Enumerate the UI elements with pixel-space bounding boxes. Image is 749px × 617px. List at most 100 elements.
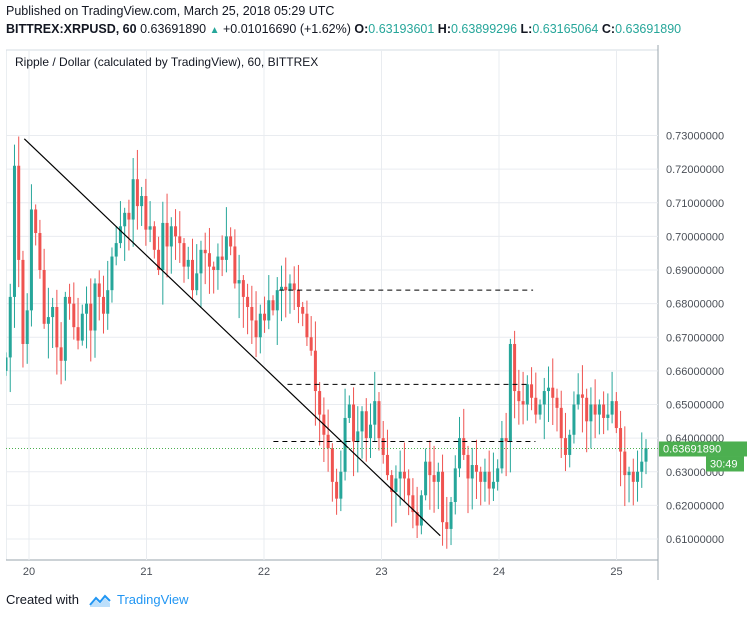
candle-body (572, 404, 576, 435)
candle-body (491, 481, 495, 489)
candle-body (347, 404, 351, 418)
candle-body (551, 387, 555, 398)
y-tick-label: 0.65000000 (666, 400, 724, 412)
y-tick-label: 0.73000000 (666, 131, 724, 143)
x-tick-label: 21 (140, 566, 152, 578)
candle-body (525, 384, 529, 405)
candle-body (267, 300, 271, 321)
candle-body (360, 411, 364, 432)
candle-body (619, 428, 623, 452)
candle-body (17, 165, 21, 260)
candle-body (135, 179, 139, 207)
candle-body (458, 438, 462, 469)
candle-body (216, 256, 220, 270)
tradingview-brand-link[interactable]: TradingView (116, 592, 189, 607)
candle-body (547, 387, 551, 392)
candle-body (89, 303, 93, 331)
candle-body (72, 303, 76, 328)
candle-body (330, 448, 334, 482)
candle-body (250, 306, 254, 321)
candle-body (38, 233, 42, 270)
candle-body (229, 236, 233, 247)
candle-body (432, 475, 436, 482)
candle-body (407, 478, 411, 496)
candle-body (640, 461, 644, 472)
chart-area[interactable]: 0.61000000 0.62000000 0.63000000 0.64000000… (4, 45, 747, 580)
candle-body (568, 434, 572, 455)
candle-body (190, 259, 194, 291)
up-arrow-icon: ▲ (209, 25, 220, 36)
close-label: C: (601, 22, 616, 36)
candle-body (46, 317, 50, 324)
candle-body (29, 209, 33, 311)
candle-body (106, 290, 110, 314)
candle-body (131, 179, 135, 220)
candle-body (263, 313, 267, 321)
x-tick-label: 23 (375, 566, 387, 578)
candle-body (636, 471, 640, 482)
candle-body (288, 283, 292, 291)
candle-body (241, 280, 245, 297)
candle-body (466, 454, 470, 479)
candle-body (398, 471, 402, 479)
candle-body (258, 313, 262, 338)
open-label: O: (354, 22, 369, 36)
candle-body (199, 249, 203, 274)
candle-body (25, 310, 29, 344)
candle-body (449, 502, 453, 529)
candle-body (593, 404, 597, 415)
candle-body (563, 438, 567, 455)
candle-body (352, 404, 356, 442)
candle-body (623, 451, 627, 476)
candle-body (301, 306, 305, 314)
candle-body (93, 283, 97, 331)
candle-body (453, 468, 457, 503)
y-tick-label: 0.61000000 (666, 534, 724, 546)
candle-body (364, 411, 368, 439)
candle-body (504, 438, 508, 442)
price-change: +0.01016690 (+1.62%) (223, 22, 351, 36)
symbol-label: BITTREX:XRPUSD, 60 (6, 22, 137, 36)
candle-body (271, 300, 275, 311)
price-chart[interactable]: 0.610000000.620000000.630000000.64000000… (4, 45, 747, 580)
close-value: 0.63691890 (615, 22, 682, 36)
y-tick-label: 0.67000000 (666, 332, 724, 344)
candle-body (513, 343, 517, 392)
candle-body (644, 448, 648, 462)
high-label: H: (437, 22, 451, 36)
candle-body (335, 481, 339, 499)
candle-body (148, 226, 152, 230)
candle-body (530, 384, 534, 398)
candle-body (34, 209, 38, 234)
candle-body (292, 283, 296, 291)
candle-body (369, 424, 373, 439)
candle-body (542, 391, 546, 405)
candle-body (610, 401, 614, 415)
candle-body (474, 465, 478, 472)
candle-body (424, 461, 428, 496)
candle-body (212, 266, 216, 270)
candle-body (602, 404, 606, 418)
candle-body (402, 471, 406, 479)
candle-body (496, 468, 500, 482)
candle-body (8, 296, 12, 358)
candle-body (428, 461, 432, 476)
x-tick-label: 24 (493, 566, 505, 578)
candle-body (157, 249, 161, 270)
candle-body (12, 165, 16, 297)
candle-body (606, 414, 610, 418)
candle-body (585, 397, 589, 422)
candle-body (118, 226, 122, 244)
candle-body (220, 256, 224, 260)
candle-body (614, 401, 618, 429)
candle-body (377, 401, 381, 439)
x-tick-label: 22 (258, 566, 270, 578)
candle-body (500, 438, 504, 469)
candle-body (589, 404, 593, 422)
candle-body (462, 438, 466, 455)
candle-body (318, 391, 322, 415)
candle-body (63, 296, 67, 361)
candle-body (279, 286, 283, 291)
candle-body (85, 303, 89, 314)
candle-body (233, 246, 237, 284)
